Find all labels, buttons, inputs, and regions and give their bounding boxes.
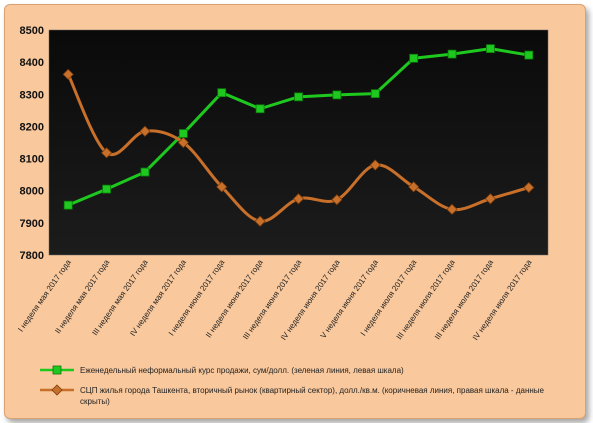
- data-point: [484, 193, 496, 205]
- y-tick-label: 8300: [20, 89, 44, 101]
- data-point: [331, 194, 343, 206]
- data-point: [254, 215, 266, 227]
- data-point: [524, 50, 534, 60]
- data-point: [369, 159, 381, 171]
- data-point: [101, 147, 113, 159]
- data-point: [102, 184, 111, 194]
- data-point: [255, 104, 265, 114]
- legend: Еженедельный неформальный курс продажи, …: [40, 365, 545, 406]
- legend-marker: [51, 384, 63, 396]
- data-point: [177, 136, 189, 149]
- data-point: [139, 125, 151, 137]
- data-point: [216, 181, 228, 193]
- series-group: [62, 44, 535, 227]
- y-tick-label: 8200: [20, 121, 44, 133]
- series-1: [63, 44, 534, 210]
- legend-label: СЦП жилья города Ташкента, вторичный рын…: [80, 386, 545, 406]
- data-point: [140, 167, 150, 177]
- y-tick-label: 8400: [20, 57, 44, 69]
- data-point: [62, 68, 74, 80]
- y-axis: 7800 7900 8000 8100 8200 8300 8400 8500: [20, 25, 44, 262]
- data-point: [409, 53, 419, 63]
- legend-label-line: скрыты): [80, 397, 110, 406]
- y-tick-label: 8000: [20, 186, 44, 198]
- series-2: [62, 68, 535, 227]
- data-point: [292, 193, 305, 205]
- data-point: [63, 200, 73, 210]
- data-point: [332, 90, 342, 100]
- data-point: [294, 92, 303, 102]
- data-point: [523, 181, 535, 194]
- data-point: [408, 181, 420, 193]
- data-point: [486, 44, 495, 54]
- legend-entry-1: Еженедельный неформальный курс продажи, …: [40, 365, 404, 375]
- data-point: [370, 89, 380, 99]
- y-tick-label: 7800: [20, 250, 44, 262]
- legend-marker: [52, 365, 62, 375]
- plot-area: [48, 29, 549, 256]
- y-tick-label: 8500: [20, 25, 44, 37]
- y-tick-label: 8100: [20, 154, 44, 166]
- legend-label-line: СЦП жилья города Ташкента, вторичный рын…: [80, 386, 545, 395]
- data-point: [447, 49, 457, 59]
- y-tick-label: 7900: [20, 218, 44, 230]
- data-point: [446, 203, 458, 215]
- data-point: [178, 129, 188, 138]
- data-point: [217, 88, 227, 98]
- legend-label: Еженедельный неформальный курс продажи, …: [80, 366, 404, 375]
- legend-entry-2: СЦП жилья города Ташкента, вторичный рын…: [40, 384, 545, 406]
